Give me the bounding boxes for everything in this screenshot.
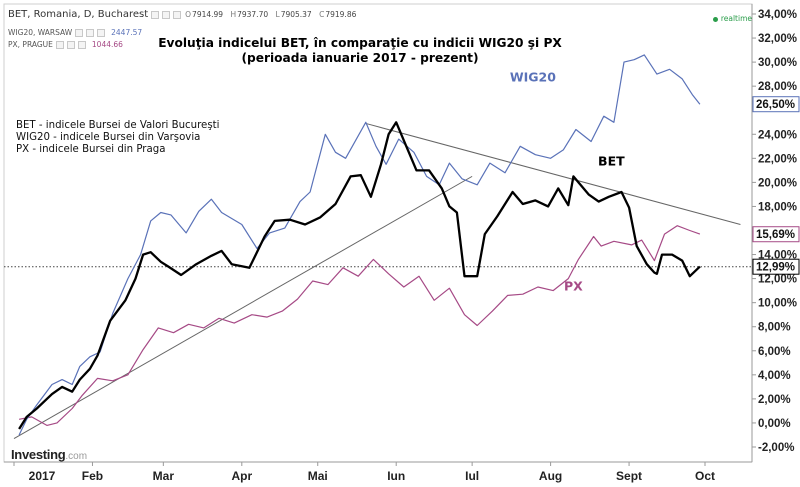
px-series-label: PX, PRAGUE	[8, 40, 53, 49]
y-tick-label: 8,00%	[758, 322, 791, 334]
last-value-badge-bet	[752, 258, 800, 275]
series-line-wig20	[18, 54, 701, 436]
chart-title: Evoluţia indicelui BET, în comparaţie cu…	[158, 36, 562, 50]
index-descriptions: BET - indicele Bursei de Valori Bucureşt…	[16, 120, 219, 156]
x-tick-label: 2017	[29, 469, 56, 483]
support-trend-line	[13, 175, 473, 440]
y-tick-label: 28,00%	[758, 81, 797, 93]
px-header: PX, PRAGUE 1044.66	[8, 40, 123, 49]
wig-last-value: 2447.57	[111, 28, 143, 37]
description-bet: BET - indicele Bursei de Valori Bucureşt…	[16, 120, 220, 131]
x-tick-label: Mar	[153, 469, 175, 483]
ohlc-high-value: 7937.70	[237, 10, 269, 19]
resistance-trend-line	[365, 122, 741, 225]
y-tick-label: 22,00%	[758, 153, 797, 165]
series-name-label-bet: BET	[598, 154, 625, 169]
investing-logo: Investing.com	[11, 447, 87, 462]
description-px: PX - indicele Bursei din Praga	[16, 144, 166, 155]
ohlc-open-label: O	[185, 10, 192, 19]
series-name-label-wig20: WIG20	[510, 69, 556, 84]
logo-domain-text: .com	[65, 451, 88, 462]
chart-subtitle: (perioada ianuarie 2017 - prezent)	[241, 51, 479, 65]
x-tick-label: Iun	[387, 469, 405, 483]
wig-header: WIG20, WARSAW 2447.57	[8, 28, 142, 37]
y-tick-label: 20,00%	[758, 177, 797, 189]
y-tick-label: 2,00%	[758, 394, 791, 406]
y-tick-label: 30,00%	[758, 57, 797, 69]
instrument-label: BET, Romania, D, Bucharest	[8, 9, 149, 20]
live-dot-icon	[712, 16, 718, 22]
ohlc-open-value: 7914.99	[192, 10, 224, 19]
y-tick-label: 14,00%	[758, 250, 797, 262]
y-tick-label: 6,00%	[758, 346, 791, 358]
logo-main-text: Investing	[11, 447, 66, 462]
x-tick-label: Apr	[231, 469, 252, 483]
x-tick-label: Mai	[308, 469, 328, 483]
last-value-label-bet: 12,99%	[756, 262, 795, 274]
ohlc-readout: O7914.99 H7937.70 L7905.37 C7919.86	[185, 10, 361, 19]
realtime-indicator: realtime	[712, 14, 752, 23]
y-tick-label: 0,00%	[758, 418, 791, 430]
y-tick-label: 34,00%	[758, 9, 797, 21]
wig-visibility-button[interactable]	[86, 28, 95, 37]
y-tick-label: 24,00%	[758, 129, 797, 141]
y-tick-label: 18,00%	[758, 201, 797, 213]
chart-title-block: Evoluţia indicelui BET, în comparaţie cu…	[150, 36, 570, 66]
ohlc-close-value: 7919.86	[325, 10, 357, 19]
x-tick-label: Feb	[82, 469, 103, 483]
settings-toggle-button[interactable]	[151, 10, 160, 19]
last-value-label-px: 15,69%	[756, 229, 795, 241]
close-series-button[interactable]	[173, 10, 182, 19]
y-tick-label: 10,00%	[758, 298, 797, 310]
px-visibility-button[interactable]	[66, 40, 75, 49]
plot-frame	[3, 3, 753, 463]
instrument-header: BET, Romania, D, Bucharest O7914.99 H793…	[8, 9, 361, 20]
x-tick-label: Iul	[465, 469, 479, 483]
x-tick-label: Oct	[695, 469, 715, 483]
series-line-bet	[18, 121, 701, 430]
last-value-label-wig20: 26,50%	[756, 99, 795, 111]
last-value-badge-px	[752, 226, 800, 243]
ohlc-close-label: C	[319, 10, 325, 19]
visibility-toggle-button[interactable]	[162, 10, 171, 19]
px-close-button[interactable]	[77, 40, 86, 49]
wig-series-label: WIG20, WARSAW	[8, 28, 73, 37]
last-value-badge-wig20	[752, 96, 800, 113]
px-last-value: 1044.66	[91, 40, 123, 49]
ohlc-low-value: 7905.37	[280, 10, 312, 19]
description-wig20: WIG20 - indicele Bursei din Varşovia	[16, 132, 201, 143]
x-tick-label: Sept	[616, 469, 642, 483]
y-tick-label: -2,00%	[758, 442, 794, 454]
ohlc-high-label: H	[230, 10, 237, 19]
y-tick-label: 4,00%	[758, 370, 791, 382]
series-name-label-px: PX	[564, 279, 583, 294]
wig-close-button[interactable]	[97, 28, 106, 37]
realtime-label: realtime	[720, 14, 752, 23]
ohlc-low-label: L	[275, 10, 280, 19]
wig-settings-button[interactable]	[75, 28, 84, 37]
px-settings-button[interactable]	[55, 40, 64, 49]
y-tick-label: 12,00%	[758, 274, 797, 286]
x-tick-label: Aug	[539, 469, 562, 483]
y-tick-label: 32,00%	[758, 33, 797, 45]
series-line-px	[18, 225, 701, 426]
